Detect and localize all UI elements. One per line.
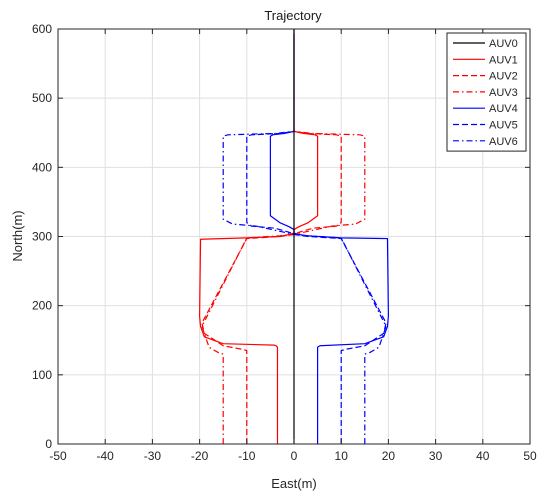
legend-label-auv3: AUV3 bbox=[489, 87, 518, 99]
y-tick-label: 300 bbox=[32, 230, 52, 244]
y-tick-label: 400 bbox=[32, 160, 52, 174]
ticks: -50 -40 -30 -20 -10 0 10 20 30 40 5001002003004005… bbox=[32, 22, 537, 463]
x-tick-label: 0 bbox=[291, 449, 298, 463]
y-tick-label: 200 bbox=[32, 299, 52, 313]
series-line-auv6 bbox=[222, 130, 387, 444]
series-line-auv4 bbox=[269, 29, 389, 444]
chart-title: Trajectory bbox=[264, 8, 322, 23]
x-axis-label: East(m) bbox=[271, 476, 317, 491]
legend-label-auv1: AUV1 bbox=[489, 54, 518, 66]
y-tick-label: 600 bbox=[32, 22, 52, 36]
y-tick-label: 500 bbox=[32, 91, 52, 105]
legend-label-auv0: AUV0 bbox=[489, 38, 518, 50]
y-axis-label: North(m) bbox=[10, 210, 25, 261]
legend-label-auv4: AUV4 bbox=[489, 103, 518, 115]
legend-label-auv2: AUV2 bbox=[489, 71, 518, 83]
legend-label-auv6: AUV6 bbox=[489, 136, 518, 148]
legend-label-auv5: AUV5 bbox=[489, 120, 518, 132]
x-tick-label: -40 bbox=[97, 449, 115, 463]
x-tick-label: 10 bbox=[335, 449, 349, 463]
x-tick-label: 50 bbox=[523, 449, 537, 463]
legend-box bbox=[446, 32, 527, 152]
x-tick-label: 40 bbox=[476, 449, 490, 463]
x-tick-label: -30 bbox=[144, 449, 162, 463]
x-tick-label: -50 bbox=[49, 449, 67, 463]
series-layer bbox=[199, 29, 389, 444]
x-tick-label: 20 bbox=[382, 449, 396, 463]
x-tick-label: 30 bbox=[429, 449, 443, 463]
x-tick-label: -20 bbox=[191, 449, 209, 463]
y-tick-label: 100 bbox=[32, 368, 52, 382]
x-tick-label: -10 bbox=[238, 449, 256, 463]
y-tick-label: 0 bbox=[45, 437, 52, 451]
series-line-auv3 bbox=[201, 130, 366, 444]
legend: AUV0 AUV1 AUV2 AUV3 AUV4 AUV5 AUV6 bbox=[446, 32, 527, 152]
